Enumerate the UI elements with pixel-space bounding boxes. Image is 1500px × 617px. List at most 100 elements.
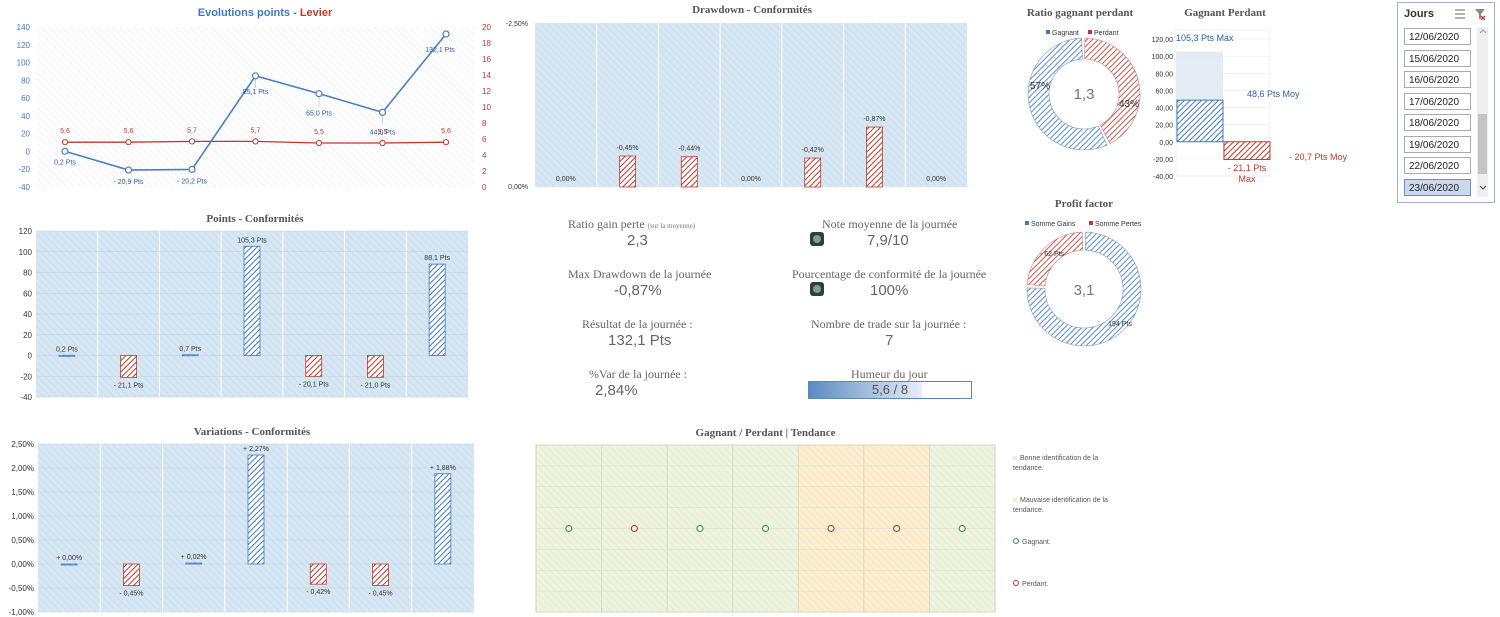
levier-point (442, 139, 450, 146)
y-tick-label: 80 (23, 269, 32, 278)
legend-label: Somme Pertes (1095, 221, 1142, 228)
slicer-item[interactable]: 22/06/2020 (1404, 157, 1471, 174)
resultat-value: 132,1 Pts (608, 332, 672, 349)
slicer-item[interactable]: 19/06/2020 (1404, 135, 1471, 153)
points-point (315, 90, 323, 98)
ratio-donut-chart: Ratio gagnant perdant Gagnant Perdant 1,3 57… (1027, 7, 1141, 151)
y-tick-label: 0,50% (11, 536, 34, 545)
donut-center-value: 1,3 (1074, 86, 1095, 103)
plot-area (37, 27, 474, 187)
gain-avg-bar (1176, 99, 1224, 143)
conformite-label: Pourcentage de conformité de la journée (792, 267, 987, 281)
bar-data-label: - 21,1 Pts (114, 382, 144, 389)
y2-tick-label: 2 (482, 167, 487, 176)
bar-data-label: -0,42% (802, 147, 824, 154)
points-point (124, 166, 133, 174)
donut-slice (1026, 231, 1142, 347)
bar-data-label: - 0,42% (306, 589, 330, 596)
slicer-item[interactable]: 12/06/2020 (1404, 28, 1471, 45)
clear-filter-icon[interactable] (1474, 8, 1486, 20)
slicer-item[interactable]: 17/06/2020 (1404, 92, 1471, 110)
bar-data-label: -0,44% (678, 146, 700, 153)
variations-chart: Variations - Conformités 2,50% 2,00% 1,50% 1… (9, 426, 474, 617)
y2-tick-label: 12 (482, 87, 491, 96)
y2-tick-label: 20 (482, 23, 491, 32)
levier-point (252, 138, 259, 145)
y2-tick-label: 8 (482, 119, 487, 128)
y-tick-label: 20,00 (1155, 123, 1173, 130)
levier-data-label: 5,5 (378, 129, 388, 136)
donut-data-label: 194 Pts (1108, 321, 1132, 328)
legend-bad-swatch (1013, 498, 1017, 502)
points-data-label: - 20,2 Pts (177, 178, 207, 185)
slicer-title: Jours (1404, 8, 1434, 20)
chart-title: Gagnant Perdant (1184, 7, 1266, 19)
y2-tick-label: 16 (482, 55, 491, 64)
bar-data-label: + 2,27% (243, 446, 269, 453)
points-data-label: 0,2 Pts (54, 159, 76, 166)
y-tick-label: -20,00 (1153, 157, 1173, 164)
legend-bad-text: Mauvaise identification de la tendance. (1013, 497, 1108, 514)
bar-data-label: 0,7 Pts (179, 346, 201, 353)
y-tick-label: -1,00% (9, 608, 34, 617)
chart-title: Gagnant / Perdant | Tendance (696, 427, 836, 439)
bar (58, 354, 76, 357)
bar (247, 454, 265, 565)
bar (680, 156, 698, 188)
scroll-up-icon[interactable] (1479, 28, 1487, 34)
legend-swatch (1089, 221, 1093, 225)
bar (185, 562, 203, 565)
y-tick-label: -0,50% (9, 584, 34, 593)
y-tick-label: 80,00 (1155, 71, 1173, 78)
bar-data-label: 0,00% (926, 176, 946, 183)
slicer-scrollbar[interactable] (1477, 27, 1488, 197)
bar (434, 473, 452, 565)
slicer-scroll-thumb[interactable] (1478, 114, 1487, 174)
chart-title: Variations - Conformités (194, 426, 311, 438)
bar (367, 355, 384, 378)
chart-title: Evolutions points - Levier (198, 7, 333, 19)
legend-loss: Perdant. (1013, 580, 1123, 590)
slicer-item[interactable]: 15/06/2020 (1404, 49, 1471, 67)
slicer-item[interactable]: 18/06/2020 (1404, 114, 1471, 131)
levier-data-label: 5,7 (251, 127, 261, 134)
y2-tick-label: 14 (482, 71, 491, 80)
legend-label: Perdant (1094, 30, 1119, 37)
levier-point (188, 138, 196, 145)
bar-data-label: -0,45% (616, 145, 638, 152)
y2-tick-label: 6 (482, 135, 487, 144)
y-tick-label: 100 (17, 59, 31, 68)
donut-data-label: 43% (1119, 99, 1139, 110)
y-tick-label: 0,00% (11, 560, 34, 569)
evolution-chart: Evolutions points - Levier14012010080604… (17, 7, 492, 192)
y2-tick-label: 10 (482, 103, 491, 112)
levier-data-label: 5,7 (187, 127, 197, 134)
nombre-trade-value: 7 (885, 332, 894, 349)
note-moyenne-label: Note moyenne de la journée (822, 217, 958, 231)
slicer-item[interactable]: 23/06/2020 (1404, 178, 1471, 196)
legend-swatch (1025, 221, 1029, 225)
resultat-label: Résultat de la journée : (582, 317, 693, 331)
slicer-item[interactable]: 16/06/2020 (1404, 71, 1471, 88)
y-tick-label: -2,50% (506, 21, 528, 28)
scroll-down-icon[interactable] (1479, 185, 1487, 191)
bar-data-label: 88,1 Pts (424, 255, 450, 262)
bar-data-label: - 0,45% (119, 591, 143, 598)
ratio-label-text: Ratio gain perte (568, 217, 645, 231)
humeur-label: Humeur du jour (851, 367, 928, 381)
y-tick-label: 100 (19, 248, 33, 257)
points-point (378, 108, 387, 116)
y-tick-label: 20 (23, 331, 32, 340)
y-tick-label: 140 (17, 23, 31, 32)
trend-point (565, 524, 573, 533)
donut-slice (1084, 37, 1141, 144)
chart-title: Profit factor (1055, 198, 1113, 210)
points-data-label: - 20,9 Pts (114, 179, 144, 186)
trend-point (630, 524, 638, 533)
loss-avg-label: - 20,7 Pts Moy (1289, 152, 1348, 162)
y-tick-label: -40,00 (1153, 174, 1173, 181)
multi-select-icon[interactable] (1454, 8, 1466, 20)
trend-point (761, 524, 770, 533)
bar (428, 263, 446, 356)
